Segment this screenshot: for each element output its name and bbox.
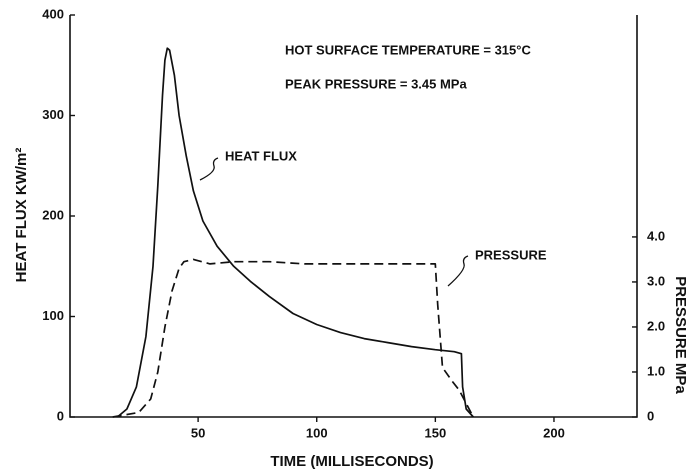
axes (69, 15, 638, 418)
y2-tick-label: 0 (647, 408, 654, 423)
y-tick-label: 400 (42, 6, 64, 21)
series-line (116, 47, 474, 418)
leader (447, 255, 469, 287)
leader (199, 157, 219, 181)
y-tick-label: 100 (42, 308, 64, 323)
annotation: PEAK PRESSURE = 3.45 MPa (285, 76, 467, 91)
x-tick-label: 150 (424, 425, 446, 440)
x-axis-label: TIME (MILLISECONDS) (270, 453, 433, 470)
x-tick-label: 200 (543, 425, 565, 440)
x-tick-label: 50 (191, 425, 205, 440)
y2-axis-label: PRESSURE MPa (672, 276, 689, 394)
y-tick-label: 0 (57, 408, 64, 423)
y-axis-label: HEAT FLUX KW/m² (13, 148, 30, 283)
x-tick-label: 100 (306, 425, 328, 440)
y2-tick-label: 1.0 (647, 363, 665, 378)
annotation: HOT SURFACE TEMPERATURE = 315°C (285, 42, 531, 57)
y2-tick-label: 2.0 (647, 318, 665, 333)
y-tick-label: 300 (42, 107, 64, 122)
series-label: HEAT FLUX (225, 148, 297, 163)
y2-tick-label: 3.0 (647, 273, 665, 288)
series-label: PRESSURE (475, 247, 547, 262)
series-line (112, 258, 475, 418)
y2-tick-label: 4.0 (647, 228, 665, 243)
y-tick-label: 200 (42, 207, 64, 222)
